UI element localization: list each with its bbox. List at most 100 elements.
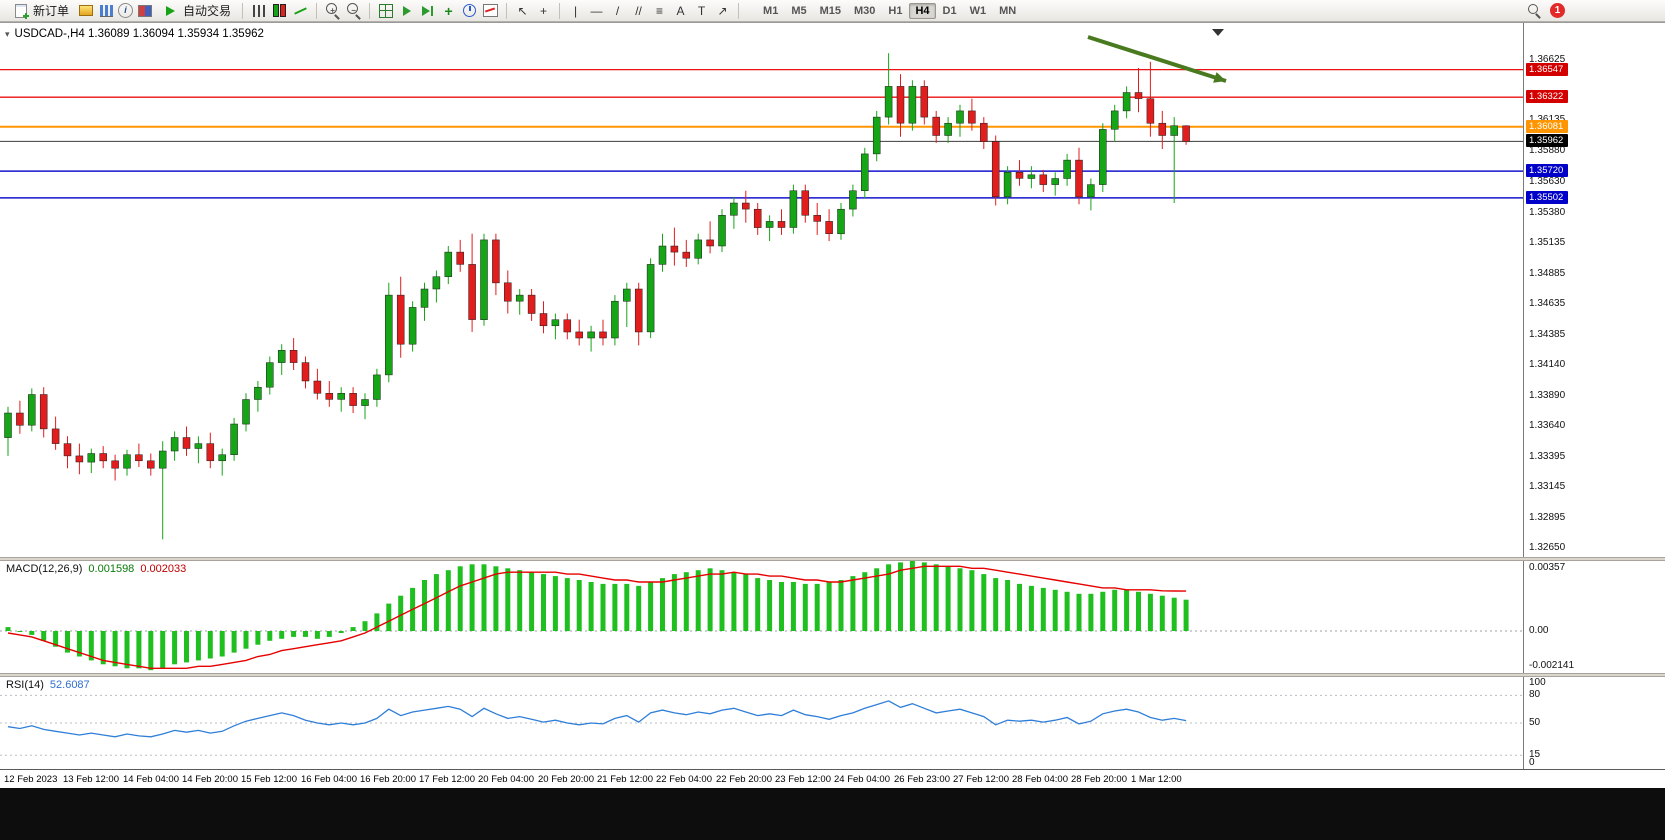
toolbar-right: 1: [1525, 1, 1659, 20]
trendline-tool-icon[interactable]: /: [615, 3, 620, 18]
price-tick-label: 1.35135: [1529, 236, 1566, 248]
price-tick-label: 1.32895: [1529, 511, 1566, 523]
horizontal-line-tool-icon[interactable]: —: [590, 3, 603, 18]
price-macd-splitter[interactable]: [0, 557, 1665, 561]
price-tick-label: 1.33395: [1529, 450, 1566, 462]
candlestick-chart-icon[interactable]: [270, 1, 289, 20]
chart-shift-marker: [1212, 29, 1224, 36]
candlesticks: [4, 53, 1190, 540]
toolbar-separator: [559, 2, 561, 19]
time-axis[interactable]: 12 Feb 2023 13 Feb 12:00 14 Feb 04:00 14 Fe…: [0, 769, 1665, 790]
level-price-label: 1.35962: [1526, 134, 1569, 148]
bar-chart-icon[interactable]: [249, 1, 268, 20]
zoom-in-icon[interactable]: +: [323, 1, 342, 20]
timeframe-h1[interactable]: H1: [888, 4, 903, 17]
level-price-label: 1.35502: [1526, 190, 1569, 204]
toolbar-separator: [316, 2, 318, 19]
rsi-scale-label: 100: [1529, 677, 1546, 688]
time-label: 28 Feb 20:00: [1071, 774, 1127, 785]
rsi-value: 52.6087: [49, 679, 90, 691]
time-label: 24 Feb 04:00: [834, 774, 890, 785]
fibonacci-tool-icon[interactable]: ≡: [656, 3, 664, 18]
toolbar-separator: [242, 2, 244, 19]
search-icon[interactable]: [1525, 1, 1544, 20]
zoom-out-icon[interactable]: −: [344, 1, 363, 20]
level-price-label: 1.36081: [1526, 119, 1569, 133]
rsi-label: RSI(14): [6, 679, 44, 691]
chart-title: USDCAD-,H4 1.36089 1.36094 1.35934 1.359…: [14, 28, 264, 40]
auto-trading-label: 自动交易: [183, 4, 232, 18]
crosshair-icon[interactable]: +: [540, 3, 548, 18]
level-price-label: 1.36322: [1526, 90, 1569, 104]
line-chart-icon[interactable]: [291, 1, 310, 20]
channel-tool-icon[interactable]: //: [635, 3, 642, 18]
price-tick-label: 1.33640: [1529, 420, 1566, 432]
info-icon[interactable]: i: [118, 3, 134, 18]
rsi-scale-label: 50: [1529, 717, 1541, 728]
price-tick-label: 1.34635: [1529, 298, 1566, 310]
timeframe-w1[interactable]: W1: [969, 4, 987, 17]
time-label: 15 Feb 12:00: [241, 774, 297, 785]
time-label: 12 Feb 2023: [4, 774, 58, 785]
chart-title-row: ▾ USDCAD-,H4 1.36089 1.36094 1.35934 1.3…: [5, 28, 264, 40]
new-order-label: 新订单: [33, 4, 70, 18]
chart-shift-icon[interactable]: [418, 1, 437, 20]
auto-scroll-icon[interactable]: [397, 1, 416, 20]
text-tool-icon[interactable]: A: [676, 3, 685, 18]
label-tool-icon[interactable]: T: [697, 3, 706, 18]
tile-windows-icon[interactable]: [376, 1, 395, 20]
horizontal-levels: [0, 68, 1523, 199]
price-tick-label: 1.32650: [1529, 542, 1566, 553]
time-label: 22 Feb 04:00: [656, 774, 712, 785]
macd-plot[interactable]: [0, 561, 1524, 673]
time-label: 26 Feb 23:00: [894, 774, 950, 785]
macd-scale-label: -0.002141: [1529, 660, 1575, 671]
indicators-icon[interactable]: [481, 1, 500, 20]
rsi-scale-label: 15: [1529, 749, 1541, 761]
price-tick-label: 1.35880: [1529, 145, 1566, 157]
time-label: 28 Feb 04:00: [1012, 774, 1068, 785]
one-click-trading-toggle-icon[interactable]: ▾: [5, 28, 10, 39]
rsi-plot[interactable]: [0, 677, 1524, 769]
window-bottom-edge: [0, 788, 1665, 840]
auto-trading-button[interactable]: 自动交易: [156, 1, 236, 21]
new-chart-icon[interactable]: +: [444, 2, 453, 19]
arrows-tool-icon[interactable]: ↗: [717, 3, 728, 18]
cursor-icon[interactable]: ↖: [517, 3, 528, 18]
price-tick-label: 1.36135: [1529, 114, 1566, 126]
new-order-button[interactable]: 新订单: [6, 1, 74, 21]
time-label: 27 Feb 12:00: [953, 774, 1009, 785]
timeframe-m5[interactable]: M5: [791, 4, 807, 17]
time-label: 16 Feb 20:00: [360, 774, 416, 785]
timeframe-mn[interactable]: MN: [999, 4, 1017, 17]
timeframe-m30[interactable]: M30: [854, 4, 876, 17]
time-label: 16 Feb 04:00: [301, 774, 357, 785]
toolbar: 新订单 i 自动交易 + − + ↖ + | — / // ≡ A T ↗ M1…: [0, 0, 1665, 22]
time-label: 23 Feb 12:00: [775, 774, 831, 785]
timeframe-m15[interactable]: M15: [819, 4, 841, 17]
time-label: 14 Feb 20:00: [182, 774, 238, 785]
timeframe-h4[interactable]: H4: [909, 2, 936, 19]
timeframe-group: M1 M5 M15 M30 H1 H4 D1 W1 MN: [757, 2, 1022, 19]
chart-window: ▾ USDCAD-,H4 1.36089 1.36094 1.35934 1.3…: [0, 22, 1665, 790]
macd-panel[interactable]: MACD(12,26,9) 0.001598 0.002033 0.00357 0…: [0, 561, 1665, 673]
market-watch-icon[interactable]: [97, 1, 116, 20]
macd-rsi-splitter[interactable]: [0, 673, 1665, 677]
vertical-line-tool-icon[interactable]: |: [573, 3, 578, 18]
timeframe-d1[interactable]: D1: [942, 4, 957, 17]
time-label: 1 Mar 12:00: [1131, 774, 1182, 785]
rsi-panel[interactable]: RSI(14) 52.6087 100 80 50 15 0: [0, 677, 1665, 769]
notification-badge[interactable]: 1: [1550, 3, 1565, 18]
macd-histogram: [5, 561, 1189, 671]
time-label: 17 Feb 12:00: [419, 774, 475, 785]
trend-arrow: [1087, 35, 1227, 83]
price-chart-panel[interactable]: ▾ USDCAD-,H4 1.36089 1.36094 1.35934 1.3…: [0, 23, 1665, 557]
rsi-scale-label: 80: [1529, 689, 1541, 701]
timeframe-m1[interactable]: M1: [763, 4, 779, 17]
chart-window-icon[interactable]: [76, 1, 95, 20]
terminal-icon[interactable]: [135, 1, 154, 20]
toolbar-separator: [738, 2, 740, 19]
price-plot[interactable]: [0, 23, 1524, 557]
toolbar-separator: [506, 2, 508, 19]
period-clock-icon[interactable]: [460, 1, 479, 20]
